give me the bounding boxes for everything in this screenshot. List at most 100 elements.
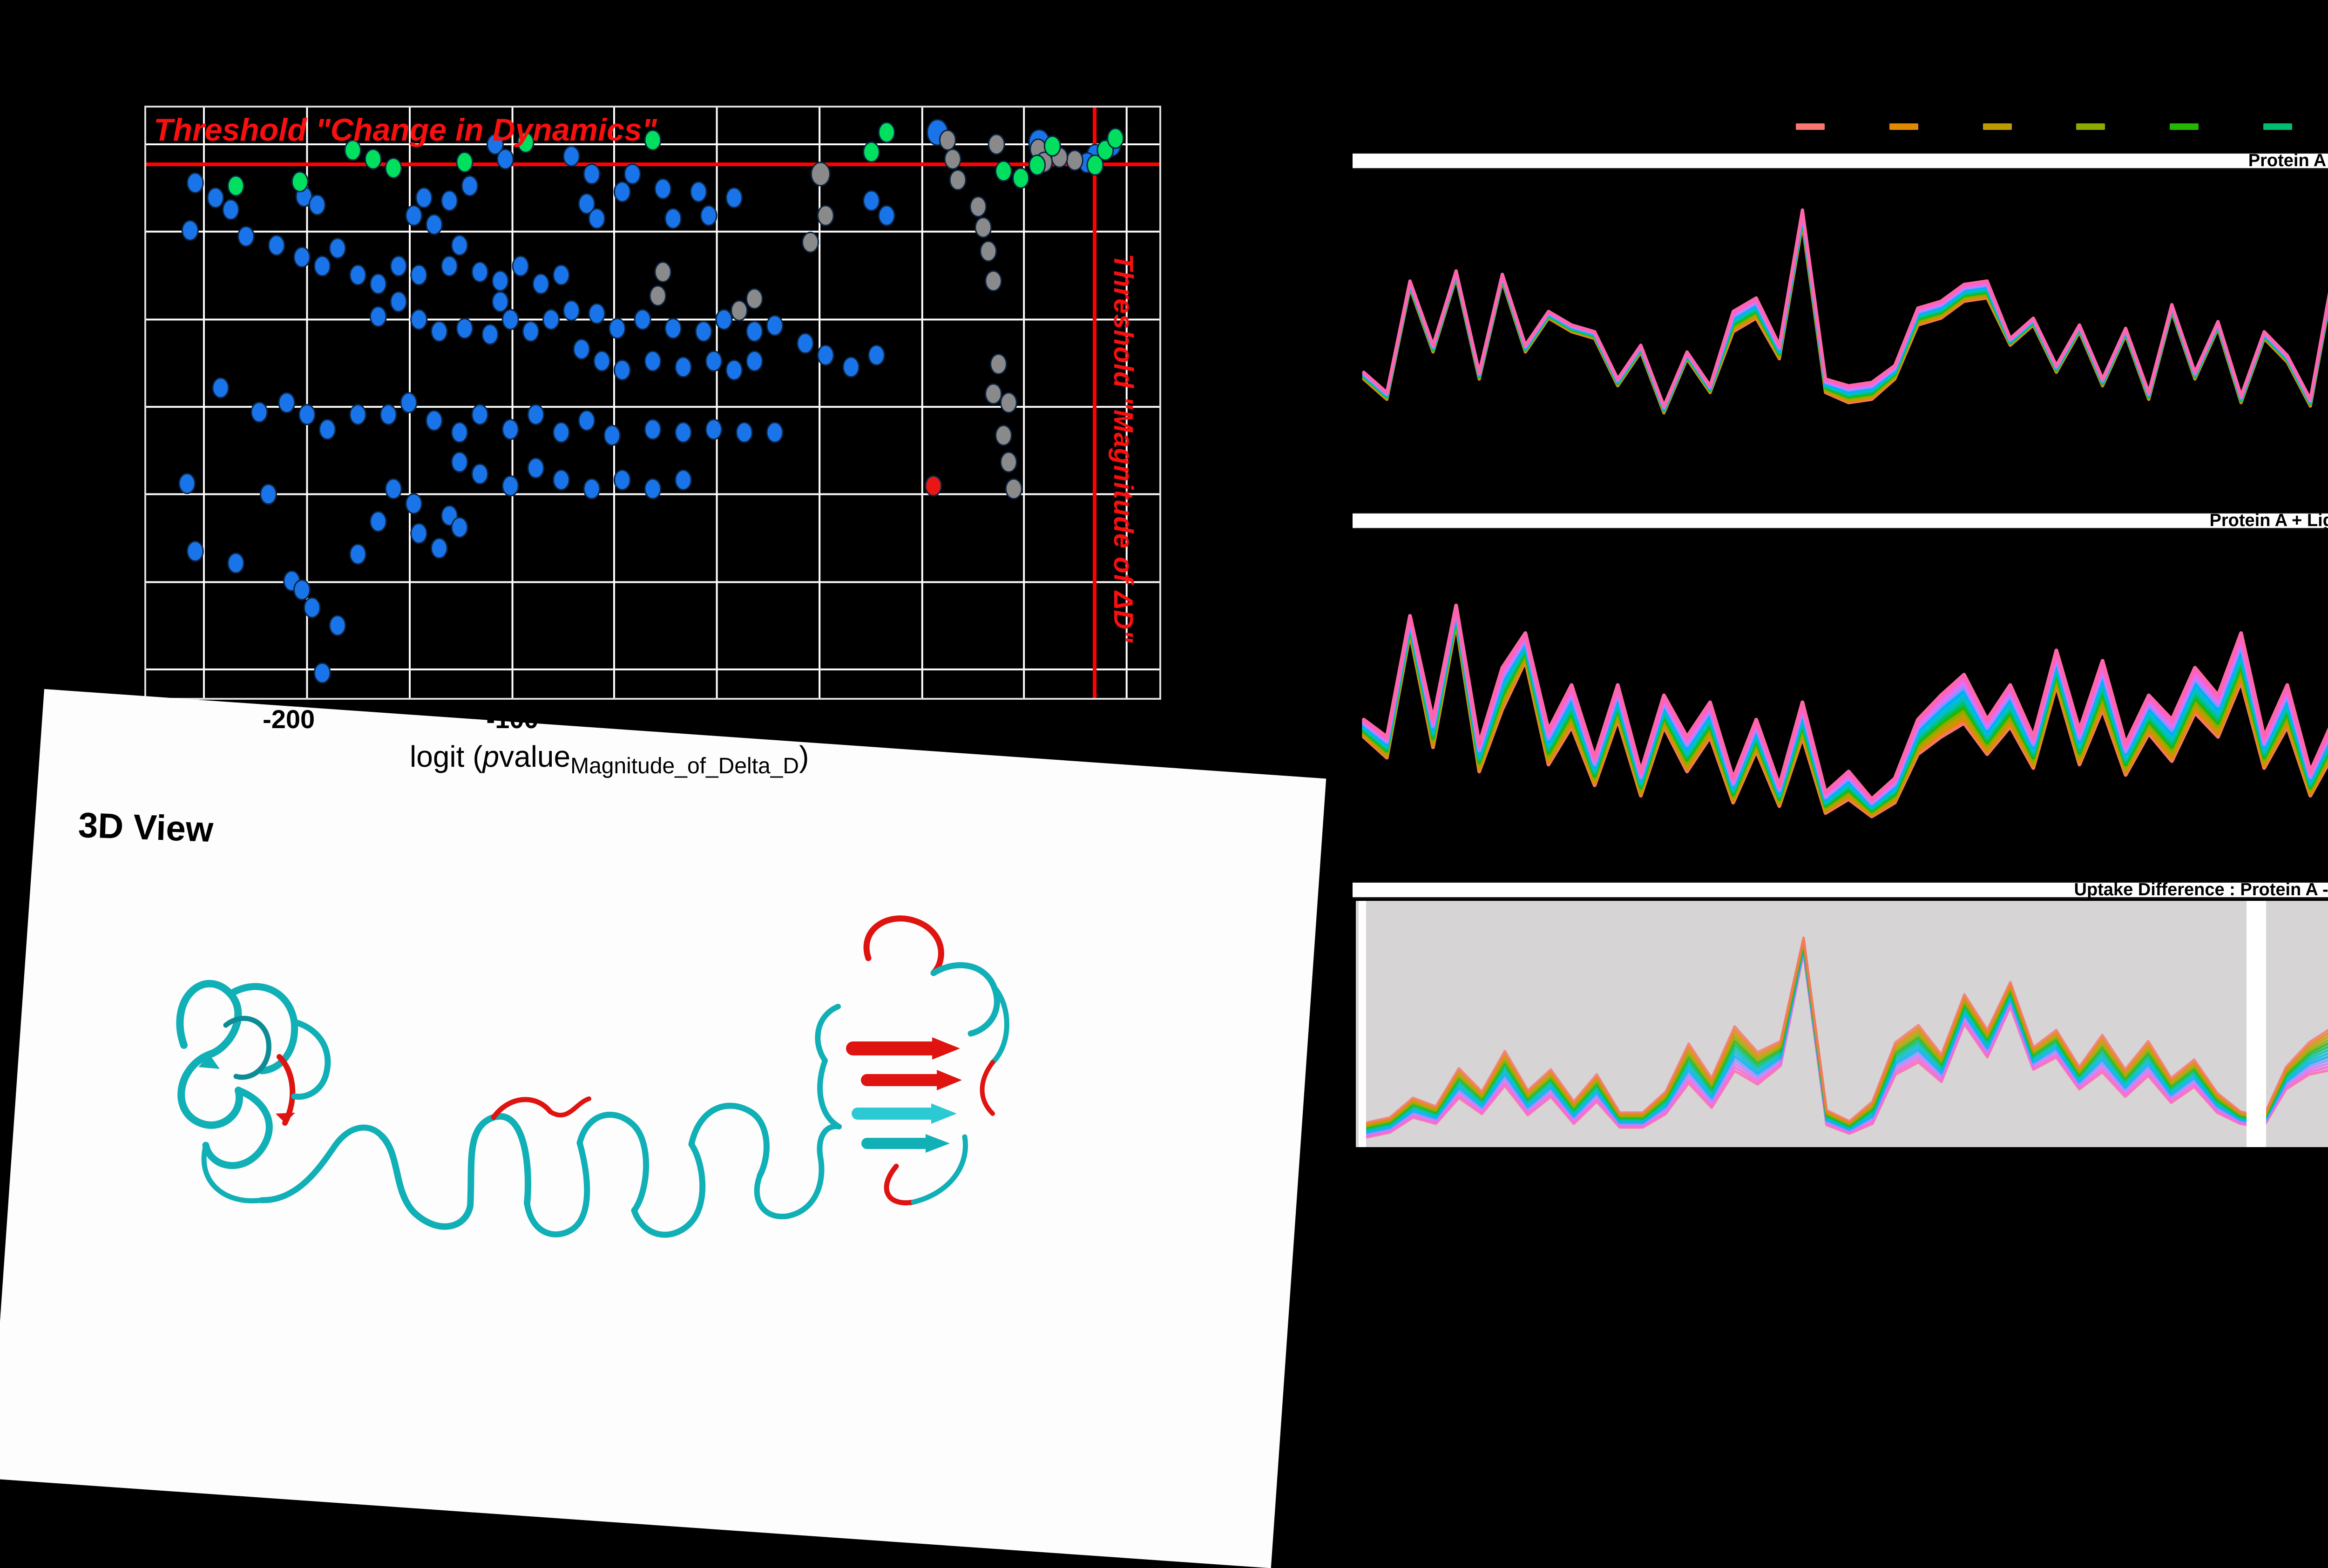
scatter-point[interactable] [767, 316, 783, 336]
scatter-point[interactable] [452, 452, 467, 472]
scatter-point[interactable] [665, 209, 681, 229]
scatter-point[interactable] [314, 256, 330, 276]
scatter-point[interactable] [380, 405, 396, 425]
scatter-point[interactable] [441, 256, 457, 276]
scatter-point[interactable] [563, 146, 579, 166]
scatter-point[interactable] [584, 164, 600, 184]
scatter-point[interactable] [746, 351, 762, 371]
scatter-point[interactable] [995, 161, 1011, 181]
scatter-point[interactable] [864, 191, 880, 211]
scatter-point[interactable] [665, 318, 681, 338]
scatter-point[interactable] [579, 411, 595, 431]
scatter-point[interactable] [472, 464, 488, 484]
scatter-point[interactable] [314, 663, 330, 683]
scatter-point[interactable] [452, 518, 467, 538]
scatter-point[interactable] [991, 354, 1007, 374]
scatter-point[interactable] [187, 541, 203, 561]
scatter-point[interactable] [431, 538, 447, 558]
scatter-point[interactable] [426, 215, 442, 235]
scatter-point[interactable] [701, 206, 717, 226]
scatter-point[interactable] [441, 191, 457, 211]
scatter-point[interactable] [624, 164, 640, 184]
scatter-point[interactable] [350, 544, 366, 564]
scatter-point[interactable] [251, 402, 267, 422]
scatter-point[interactable] [528, 405, 544, 425]
scatter-point[interactable] [238, 226, 254, 246]
scatter-point[interactable] [655, 179, 671, 199]
scatter-point[interactable] [553, 265, 569, 285]
scatter-point[interactable] [411, 523, 427, 543]
scatter-point[interactable] [523, 322, 539, 342]
scatter-point[interactable] [294, 580, 310, 600]
scatter-point[interactable] [187, 173, 203, 193]
scatter-point[interactable] [986, 384, 1002, 404]
scatter-point[interactable] [864, 142, 880, 162]
scatter-point[interactable] [391, 292, 406, 312]
scatter-point[interactable] [1067, 150, 1083, 170]
scatter-point[interactable] [513, 256, 528, 276]
scatter-point[interactable] [386, 479, 401, 499]
scatter-point[interactable] [584, 479, 600, 499]
scatter-point[interactable] [879, 122, 894, 142]
scatter-point[interactable] [502, 476, 518, 496]
legend-swatch-series-5[interactable] [2170, 123, 2199, 130]
scatter-point[interactable] [416, 188, 432, 208]
scatter-point[interactable] [645, 351, 661, 371]
scatter-point[interactable] [370, 274, 386, 294]
scatter-point[interactable] [676, 470, 691, 490]
scatter-point[interactable] [690, 182, 706, 202]
scatter-point[interactable] [370, 307, 386, 327]
legend-swatch-series-4[interactable] [2076, 123, 2105, 130]
scatter-point[interactable] [563, 301, 579, 321]
scatter-point[interactable] [1108, 128, 1123, 149]
scatter-point[interactable] [370, 512, 386, 532]
scatter-point[interactable] [879, 206, 894, 226]
scatter-point[interactable] [676, 423, 691, 443]
scatter-point[interactable] [411, 265, 427, 285]
scatter-point[interactable] [406, 494, 422, 514]
scatter-point[interactable] [676, 357, 691, 377]
scatter-point[interactable] [472, 262, 488, 282]
scatter-point[interactable] [1044, 136, 1060, 156]
scatter-point[interactable] [950, 170, 966, 190]
scatter-point[interactable] [528, 458, 544, 478]
scatter-point[interactable] [589, 304, 605, 324]
scatter-point[interactable] [182, 221, 198, 240]
scatter-point[interactable] [706, 351, 722, 371]
scatter-point[interactable] [604, 426, 620, 446]
scatter-point[interactable] [457, 318, 473, 338]
scatter-point[interactable] [431, 322, 447, 342]
scatter-point[interactable] [696, 322, 711, 342]
scatter-point[interactable] [309, 195, 325, 215]
scatter-point[interactable] [543, 310, 559, 330]
scatter-point[interactable] [1013, 168, 1029, 188]
scatter-point[interactable] [391, 256, 406, 276]
scatter-point[interactable] [502, 310, 518, 330]
scatter-point[interactable] [655, 262, 671, 282]
scatter-point[interactable] [926, 476, 941, 496]
legend-swatch-series-6[interactable] [2263, 123, 2292, 130]
scatter-point[interactable] [818, 345, 833, 365]
scatter-point[interactable] [650, 286, 666, 306]
legend-swatch-series-3[interactable] [1983, 123, 2012, 130]
scatter-point[interactable] [411, 310, 427, 330]
scatter-point[interactable] [452, 236, 467, 256]
scatter-point[interactable] [223, 200, 239, 220]
scatter-point[interactable] [975, 217, 991, 237]
scatter-point[interactable] [986, 271, 1002, 291]
scatter-point[interactable] [614, 360, 630, 380]
scatter-point[interactable] [811, 162, 830, 186]
scatter-point[interactable] [970, 197, 986, 217]
scatter-point[interactable] [981, 241, 996, 261]
scatter-point[interactable] [553, 423, 569, 443]
scatter-point[interactable] [292, 172, 308, 192]
scatter-point[interactable] [228, 176, 244, 196]
scatter-point[interactable] [350, 265, 366, 285]
scatter-point[interactable] [260, 484, 276, 504]
scatter-point[interactable] [803, 232, 819, 252]
scatter-point[interactable] [213, 378, 229, 398]
scatter-point[interactable] [553, 470, 569, 490]
scatter-point[interactable] [767, 423, 783, 443]
scatter-point[interactable] [1001, 393, 1016, 413]
scatter-point[interactable] [940, 130, 955, 150]
